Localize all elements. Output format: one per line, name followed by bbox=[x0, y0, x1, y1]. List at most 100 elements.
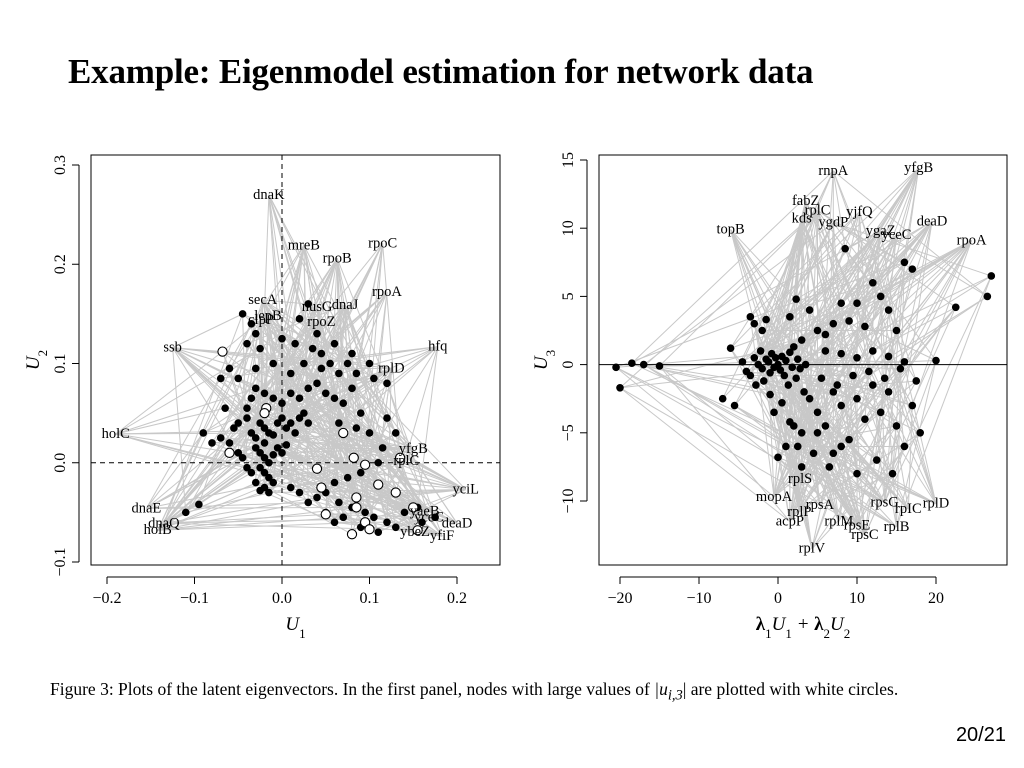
data-point-open bbox=[217, 346, 228, 357]
data-point bbox=[845, 317, 853, 325]
network-edge bbox=[336, 258, 397, 528]
network-edge bbox=[750, 211, 860, 318]
y-axis-label: U3 bbox=[531, 350, 558, 370]
network-edge bbox=[272, 432, 344, 484]
network-edge bbox=[334, 343, 388, 419]
data-point bbox=[853, 299, 861, 308]
network-edge bbox=[338, 373, 443, 537]
data-point bbox=[869, 278, 877, 287]
network-edge bbox=[268, 194, 318, 334]
network-edge bbox=[237, 343, 248, 453]
network-edge bbox=[303, 363, 436, 518]
data-point bbox=[265, 473, 273, 482]
data-point bbox=[766, 368, 774, 377]
data-point bbox=[805, 394, 814, 403]
data-point bbox=[260, 439, 269, 447]
network-edge bbox=[789, 350, 874, 522]
data-point bbox=[260, 424, 269, 432]
data-point bbox=[797, 336, 806, 344]
data-point bbox=[738, 358, 747, 366]
network-edge bbox=[760, 309, 810, 352]
left-nodes bbox=[181, 300, 439, 540]
data-point-open bbox=[224, 447, 235, 458]
data-point bbox=[884, 352, 893, 361]
data-point bbox=[876, 408, 885, 417]
network-edge bbox=[789, 167, 919, 318]
data-point bbox=[628, 359, 636, 368]
network-edge bbox=[730, 229, 793, 368]
data-point bbox=[391, 429, 400, 437]
data-point-open bbox=[320, 509, 331, 520]
data-point bbox=[251, 434, 260, 442]
network-edge bbox=[290, 392, 414, 450]
network-edge bbox=[294, 432, 416, 533]
network-edge bbox=[856, 307, 957, 526]
data-point bbox=[869, 381, 877, 389]
data-point bbox=[612, 363, 620, 372]
data-point bbox=[718, 394, 727, 403]
data-point bbox=[291, 339, 299, 348]
network-edge bbox=[334, 304, 346, 483]
network-edge bbox=[793, 221, 933, 348]
data-point bbox=[880, 374, 889, 383]
data-point bbox=[321, 389, 330, 398]
data-point-open bbox=[364, 524, 375, 535]
data-point bbox=[269, 394, 278, 403]
network-edge bbox=[765, 282, 873, 321]
data-point-open bbox=[373, 479, 384, 490]
data-point bbox=[243, 463, 251, 472]
network-edge bbox=[858, 211, 905, 363]
node-label: yjfQ bbox=[846, 204, 873, 220]
data-point bbox=[365, 429, 374, 437]
data-point bbox=[343, 359, 352, 368]
network-edge bbox=[250, 323, 257, 369]
data-point bbox=[797, 463, 806, 471]
node-label: dnaJ bbox=[332, 297, 359, 313]
network-edge bbox=[793, 268, 913, 427]
network-edge bbox=[631, 362, 771, 396]
network-edge bbox=[795, 240, 972, 379]
network-edge bbox=[828, 446, 842, 468]
data-point bbox=[639, 360, 648, 369]
data-point-open bbox=[351, 492, 362, 503]
data-point bbox=[786, 348, 794, 357]
network-edge bbox=[856, 303, 870, 372]
node-label: nusG bbox=[302, 299, 333, 315]
network-edge bbox=[779, 369, 813, 549]
network-edge bbox=[864, 356, 890, 536]
node-label: rpsA bbox=[806, 497, 835, 513]
data-point-open bbox=[351, 502, 362, 513]
node-label: ygaZ bbox=[866, 223, 896, 239]
network-edge bbox=[146, 482, 274, 509]
network-edge bbox=[880, 310, 890, 413]
data-point bbox=[987, 272, 996, 280]
network-edge bbox=[268, 462, 418, 508]
y-tick-label: −0.1 bbox=[52, 547, 69, 576]
node-label: rpsG bbox=[871, 494, 900, 510]
network-edge bbox=[299, 258, 338, 320]
network-edge bbox=[320, 373, 340, 488]
data-point bbox=[339, 513, 348, 522]
network-edge bbox=[615, 366, 775, 498]
network-edge bbox=[785, 360, 813, 549]
network-edge bbox=[631, 230, 881, 364]
data-point bbox=[764, 358, 773, 366]
network-edge bbox=[262, 299, 309, 305]
network-edge bbox=[730, 210, 818, 349]
network-edge bbox=[246, 407, 423, 523]
data-point bbox=[251, 478, 260, 487]
network-edge bbox=[386, 383, 443, 537]
network-edge bbox=[884, 275, 992, 503]
data-point bbox=[400, 508, 409, 517]
node-label: rpoB bbox=[323, 250, 352, 266]
data-point bbox=[335, 498, 343, 507]
data-point bbox=[225, 364, 234, 373]
data-point bbox=[900, 358, 909, 366]
network-edge bbox=[157, 323, 252, 531]
data-point bbox=[849, 371, 857, 380]
network-edge bbox=[351, 291, 388, 354]
data-point bbox=[300, 359, 308, 368]
network-edge bbox=[277, 447, 327, 513]
